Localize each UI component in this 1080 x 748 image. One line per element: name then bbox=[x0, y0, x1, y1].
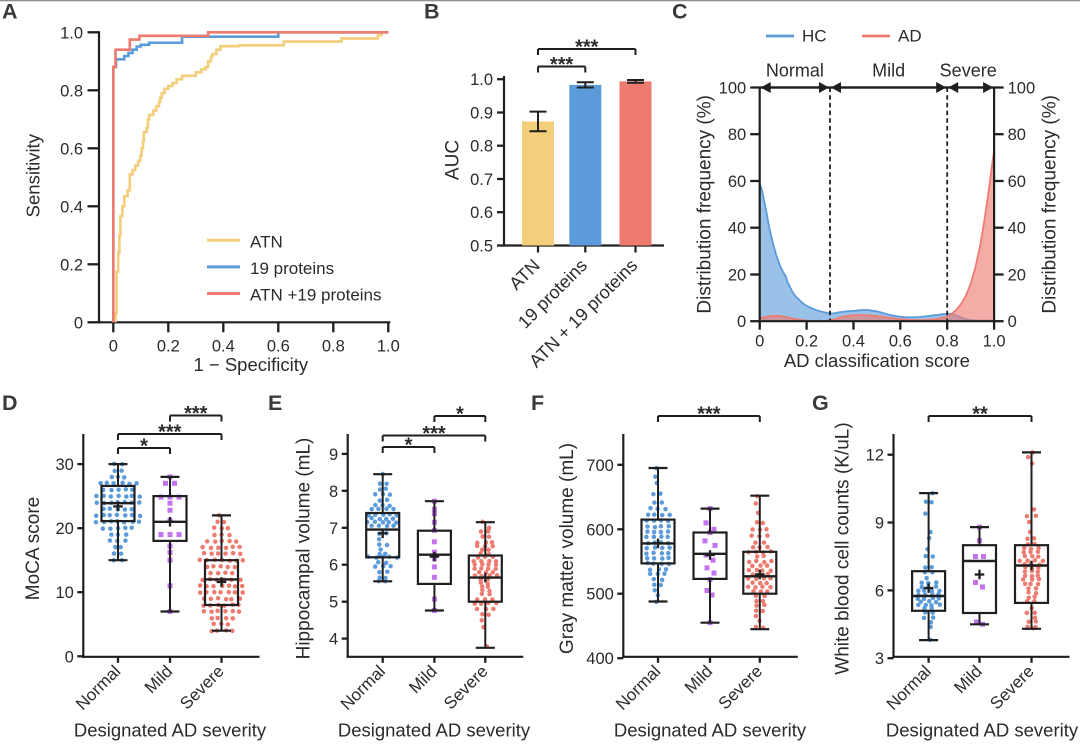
svg-text:8: 8 bbox=[329, 483, 338, 501]
svg-text:4: 4 bbox=[329, 631, 338, 649]
svg-text:0.6: 0.6 bbox=[60, 140, 83, 158]
svg-text:F: F bbox=[531, 391, 544, 415]
svg-text:Designated AD severity: Designated AD severity bbox=[886, 720, 1079, 741]
svg-text:60: 60 bbox=[728, 173, 746, 191]
svg-text:10: 10 bbox=[55, 584, 73, 602]
svg-text:1.0: 1.0 bbox=[60, 24, 83, 42]
svg-text:***: *** bbox=[422, 423, 446, 445]
svg-text:60: 60 bbox=[1008, 173, 1026, 191]
svg-text:1.0: 1.0 bbox=[470, 71, 493, 89]
svg-text:B: B bbox=[424, 0, 440, 24]
svg-text:*: * bbox=[140, 435, 148, 457]
svg-text:0.2: 0.2 bbox=[795, 333, 818, 351]
svg-text:400: 400 bbox=[586, 650, 614, 668]
svg-text:Severe: Severe bbox=[940, 61, 997, 81]
svg-text:0.4: 0.4 bbox=[60, 198, 83, 216]
svg-text:0: 0 bbox=[74, 314, 83, 332]
svg-text:6: 6 bbox=[329, 557, 338, 575]
svg-text:***: *** bbox=[158, 421, 182, 443]
svg-text:100: 100 bbox=[719, 80, 747, 98]
svg-text:AD classification score: AD classification score bbox=[784, 350, 970, 371]
svg-text:G: G bbox=[812, 391, 829, 415]
svg-text:ATN +19 proteins: ATN +19 proteins bbox=[250, 286, 382, 305]
svg-text:AD: AD bbox=[898, 27, 922, 46]
svg-text:20: 20 bbox=[55, 520, 73, 538]
svg-text:80: 80 bbox=[728, 126, 746, 144]
svg-text:600: 600 bbox=[586, 521, 614, 539]
svg-text:0.8: 0.8 bbox=[470, 138, 493, 156]
svg-text:9: 9 bbox=[329, 446, 338, 464]
svg-text:40: 40 bbox=[728, 220, 746, 238]
svg-text:3: 3 bbox=[875, 650, 884, 668]
svg-text:D: D bbox=[2, 391, 18, 415]
svg-text:***: *** bbox=[550, 54, 574, 76]
svg-text:Distribution frequency (%): Distribution frequency (%) bbox=[695, 95, 716, 314]
svg-text:0: 0 bbox=[1008, 313, 1017, 331]
svg-text:***: *** bbox=[697, 403, 721, 425]
svg-text:0.8: 0.8 bbox=[60, 82, 83, 100]
svg-text:0.4: 0.4 bbox=[842, 333, 865, 351]
svg-text:0.2: 0.2 bbox=[60, 256, 83, 274]
svg-text:0.5: 0.5 bbox=[470, 238, 493, 256]
svg-text:Designated AD severity: Designated AD severity bbox=[74, 720, 267, 741]
svg-text:9: 9 bbox=[875, 515, 884, 533]
svg-text:MoCA score: MoCA score bbox=[23, 497, 44, 600]
svg-text:ATN: ATN bbox=[250, 232, 283, 251]
svg-text:7: 7 bbox=[329, 520, 338, 538]
svg-text:0.2: 0.2 bbox=[157, 337, 180, 355]
svg-text:Designated AD severity: Designated AD severity bbox=[338, 720, 531, 741]
svg-text:20: 20 bbox=[728, 267, 746, 285]
svg-text:20: 20 bbox=[1008, 267, 1026, 285]
svg-text:0: 0 bbox=[109, 337, 118, 355]
svg-text:0.7: 0.7 bbox=[470, 171, 493, 189]
svg-text:*: * bbox=[405, 434, 413, 456]
svg-text:Designated AD severity: Designated AD severity bbox=[614, 720, 807, 741]
svg-text:1.0: 1.0 bbox=[377, 337, 400, 355]
svg-text:E: E bbox=[268, 391, 282, 415]
svg-text:1.0: 1.0 bbox=[983, 333, 1006, 351]
svg-text:1 − Specificity: 1 − Specificity bbox=[193, 354, 308, 375]
svg-text:AUC: AUC bbox=[442, 140, 463, 180]
svg-text:Normal: Normal bbox=[766, 61, 824, 81]
svg-text:80: 80 bbox=[1008, 126, 1026, 144]
svg-text:5: 5 bbox=[329, 594, 338, 612]
svg-text:Distribution frequency (%): Distribution frequency (%) bbox=[1040, 95, 1061, 314]
svg-text:12: 12 bbox=[866, 447, 884, 465]
svg-text:0: 0 bbox=[65, 648, 74, 666]
svg-text:0: 0 bbox=[755, 333, 764, 351]
svg-text:40: 40 bbox=[1008, 220, 1026, 238]
svg-text:30: 30 bbox=[55, 456, 73, 474]
svg-text:0.6: 0.6 bbox=[267, 337, 290, 355]
svg-text:0.6: 0.6 bbox=[470, 204, 493, 222]
svg-text:**: ** bbox=[972, 403, 988, 425]
svg-text:0.9: 0.9 bbox=[470, 105, 493, 123]
svg-text:Gray matter volume (mL): Gray matter volume (mL) bbox=[557, 443, 578, 654]
svg-text:100: 100 bbox=[1008, 80, 1036, 98]
svg-text:***: *** bbox=[184, 403, 208, 425]
svg-text:A: A bbox=[2, 0, 18, 24]
svg-text:0.6: 0.6 bbox=[889, 333, 912, 351]
svg-text:Mild: Mild bbox=[872, 61, 905, 81]
svg-text:***: *** bbox=[575, 36, 599, 58]
svg-text:700: 700 bbox=[586, 457, 614, 475]
svg-text:19 proteins: 19 proteins bbox=[250, 259, 334, 278]
svg-text:HC: HC bbox=[802, 27, 827, 46]
svg-text:Sensitivity: Sensitivity bbox=[22, 133, 43, 217]
svg-text:0: 0 bbox=[737, 313, 746, 331]
svg-text:White blood cell counts (K/uL): White blood cell counts (K/uL) bbox=[832, 422, 853, 674]
svg-text:0.4: 0.4 bbox=[212, 337, 235, 355]
svg-text:0.8: 0.8 bbox=[322, 337, 345, 355]
svg-text:C: C bbox=[672, 0, 688, 24]
svg-text:500: 500 bbox=[586, 586, 614, 604]
svg-text:6: 6 bbox=[875, 582, 884, 600]
svg-text:*: * bbox=[456, 403, 464, 425]
svg-text:Hippocampal volume (mL): Hippocampal volume (mL) bbox=[293, 438, 314, 660]
svg-text:0.8: 0.8 bbox=[936, 333, 959, 351]
